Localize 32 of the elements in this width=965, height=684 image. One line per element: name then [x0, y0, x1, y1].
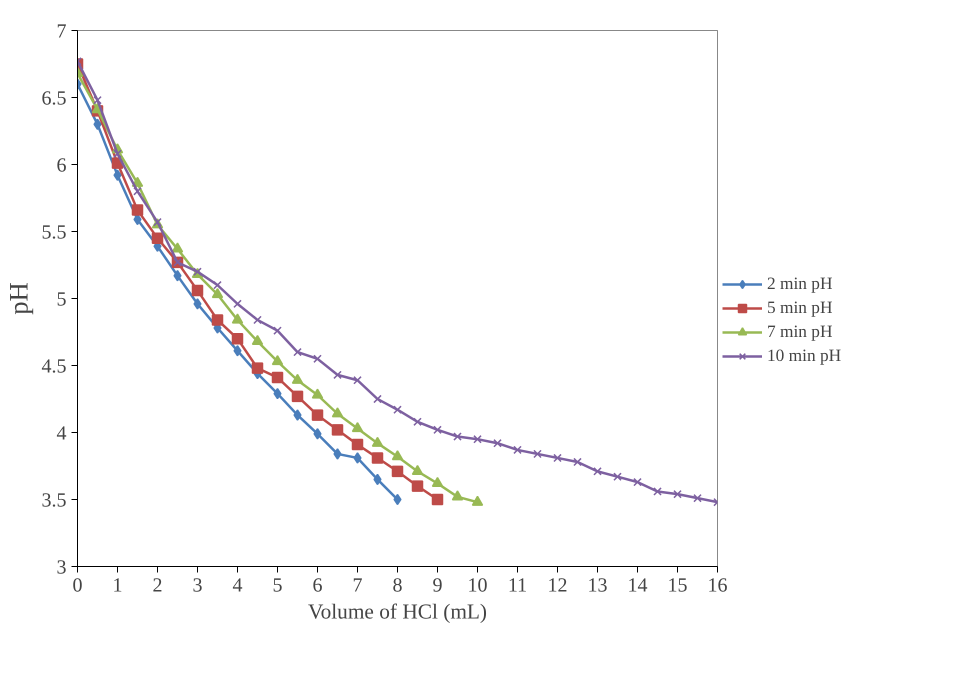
x-tick-label: 16	[708, 574, 728, 596]
x-tick-label: 13	[588, 574, 608, 596]
y-tick-label: 6	[56, 154, 66, 176]
x-axis-title: Volume of HCl (mL)	[308, 600, 488, 624]
legend-label: 7 min pH	[767, 322, 832, 342]
legend-label: 10 min pH	[767, 346, 842, 366]
y-tick-label: 3.5	[42, 490, 66, 512]
x-tick-label: 2	[152, 574, 162, 596]
y-tick-label: 4.5	[42, 356, 66, 378]
y-tick-label: 5.5	[42, 222, 66, 244]
y-tick-label: 5	[56, 288, 66, 310]
x-tick-label: 6	[312, 574, 322, 596]
y-axis-title: pH	[4, 282, 34, 315]
x-tick-label: 5	[272, 574, 282, 596]
y-tick-label: 7	[56, 20, 66, 42]
y-tick-label: 3	[56, 556, 66, 578]
legend-label: 2 min pH	[767, 274, 832, 294]
legend-label: 5 min pH	[767, 298, 832, 318]
y-tick-label: 4	[56, 422, 66, 444]
x-tick-label: 11	[508, 574, 528, 596]
x-tick-label: 9	[432, 574, 442, 596]
x-tick-label: 7	[352, 574, 362, 596]
x-tick-label: 15	[668, 574, 688, 596]
x-tick-label: 4	[232, 574, 242, 596]
x-tick-label: 1	[112, 574, 122, 596]
x-tick-label: 10	[468, 574, 488, 596]
x-tick-label: 8	[392, 574, 402, 596]
y-tick-label: 6.5	[42, 88, 66, 110]
x-tick-label: 0	[72, 574, 82, 596]
x-tick-label: 14	[628, 574, 648, 596]
x-tick-label: 3	[192, 574, 202, 596]
x-tick-label: 12	[548, 574, 568, 596]
